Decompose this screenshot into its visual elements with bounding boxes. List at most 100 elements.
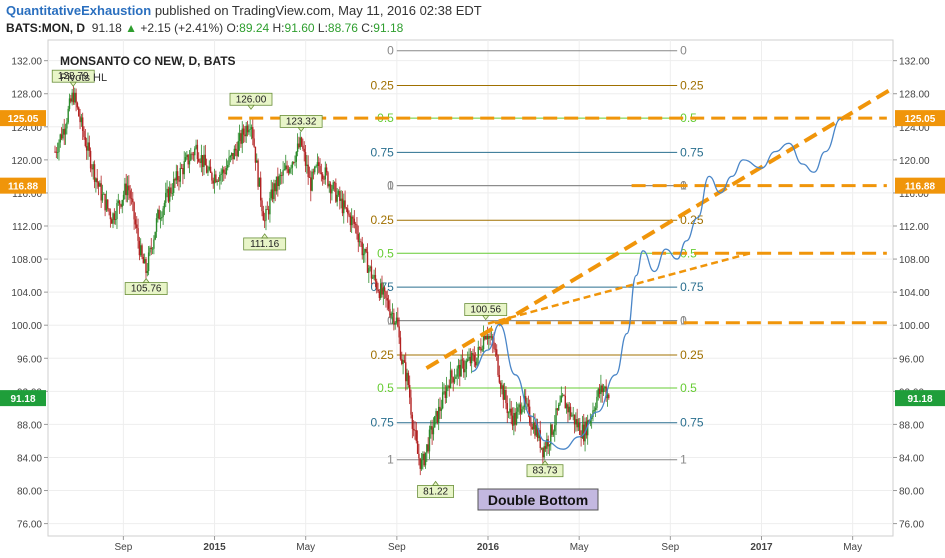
- candle-body: [262, 211, 265, 221]
- publish-line: QuantitativeExhaustion published on Trad…: [6, 3, 482, 18]
- candle-body: [108, 208, 110, 212]
- candle-body: [62, 128, 64, 139]
- plot-area[interactable]: [47, 39, 894, 537]
- candle-body: [597, 388, 599, 397]
- candle-body: [559, 402, 561, 405]
- candle-body: [140, 245, 142, 256]
- candle-body: [357, 233, 359, 243]
- candle-body: [393, 313, 395, 325]
- candle-body: [200, 155, 203, 163]
- x-tick-label: 2017: [750, 542, 773, 553]
- candle-body: [353, 218, 356, 224]
- price-badge-right-text: 91.18: [907, 394, 932, 405]
- grid: [48, 40, 893, 536]
- fib-retracements: 000.250.250.50.50.750.7511000.250.250.50…: [370, 44, 703, 467]
- candle-body: [501, 385, 503, 389]
- candle-body: [107, 199, 109, 209]
- fib-level-label-right: 0.75: [680, 280, 704, 294]
- candle-body: [383, 287, 386, 292]
- candle-body: [303, 148, 305, 153]
- candle-body: [364, 248, 366, 254]
- candle-body: [155, 218, 158, 232]
- y-tick-label-left: 108.00: [11, 255, 42, 266]
- candle-body: [229, 155, 232, 158]
- candle-body: [124, 183, 126, 195]
- candle-body: [453, 378, 456, 383]
- candle-body: [482, 335, 485, 350]
- candle-body: [141, 245, 143, 258]
- candle-body: [539, 430, 541, 449]
- x-tick-label: May: [843, 542, 862, 553]
- candle-body: [480, 347, 482, 351]
- candle-body: [590, 416, 593, 419]
- candle-body: [263, 220, 266, 222]
- fib-level-label-right: 0.25: [680, 213, 704, 227]
- candle-body: [329, 183, 332, 194]
- author-link[interactable]: QuantitativeExhaustion: [6, 3, 152, 18]
- candle-body: [196, 144, 199, 159]
- candle-body: [560, 395, 563, 403]
- candle-body: [572, 414, 574, 416]
- candle-body: [598, 388, 601, 394]
- candle-body: [410, 397, 412, 415]
- candle-body: [282, 170, 284, 176]
- candle-body: [468, 356, 470, 360]
- pivot-label: 123.32: [279, 115, 323, 133]
- candle-body: [145, 259, 147, 273]
- candle-body: [331, 189, 333, 194]
- candle-body: [408, 384, 411, 398]
- candle-body: [319, 165, 321, 173]
- candle-body: [292, 162, 295, 163]
- candle-body: [419, 458, 421, 469]
- candle-body: [390, 313, 392, 316]
- candle-body: [522, 406, 524, 410]
- candle-body: [589, 418, 592, 424]
- trendlines: [425, 88, 891, 370]
- candle-body: [422, 453, 424, 460]
- candle-body: [190, 153, 192, 161]
- candle-body: [129, 190, 131, 199]
- candle-body: [515, 411, 518, 425]
- candle-body: [496, 349, 498, 356]
- candle-body: [448, 385, 450, 388]
- pivot-label: 105.76: [124, 277, 168, 295]
- candle-body: [120, 204, 122, 207]
- candle-body: [296, 143, 299, 152]
- candle-body: [358, 241, 361, 243]
- candle-body: [101, 194, 104, 201]
- y-tick-label-right: 120.00: [899, 156, 930, 167]
- candle-body: [170, 187, 172, 194]
- candle-body: [116, 203, 118, 220]
- price-badge-left: [0, 390, 46, 407]
- candle-body: [187, 154, 189, 165]
- candle-body: [428, 429, 431, 452]
- candle-body: [556, 408, 559, 411]
- fib-level-label-right: 1: [680, 314, 687, 328]
- candle-body: [368, 268, 370, 273]
- candle-body: [606, 394, 609, 399]
- candle-body: [472, 353, 474, 356]
- candle-body: [149, 247, 151, 253]
- candle-body: [469, 356, 472, 364]
- candle-body: [391, 313, 394, 314]
- candle-body: [349, 215, 352, 226]
- candle-body: [596, 396, 598, 408]
- candle-body: [275, 176, 278, 192]
- candle-body: [223, 169, 225, 173]
- candle-body: [544, 446, 547, 449]
- candle-body: [463, 360, 465, 373]
- candle-body: [186, 154, 188, 158]
- candle-body: [365, 248, 367, 252]
- candle-body: [550, 424, 552, 445]
- candle-body: [80, 117, 83, 123]
- pivot-label-text: 111.16: [250, 239, 280, 250]
- y-tick-label-left: 96.00: [17, 354, 42, 365]
- candle-body: [513, 413, 515, 426]
- candle-body: [395, 317, 398, 323]
- candle-body: [278, 175, 280, 187]
- candle-body: [312, 171, 315, 173]
- candle-body: [511, 415, 514, 426]
- pivot-label-text: 105.76: [131, 284, 162, 295]
- candle-body: [74, 92, 76, 103]
